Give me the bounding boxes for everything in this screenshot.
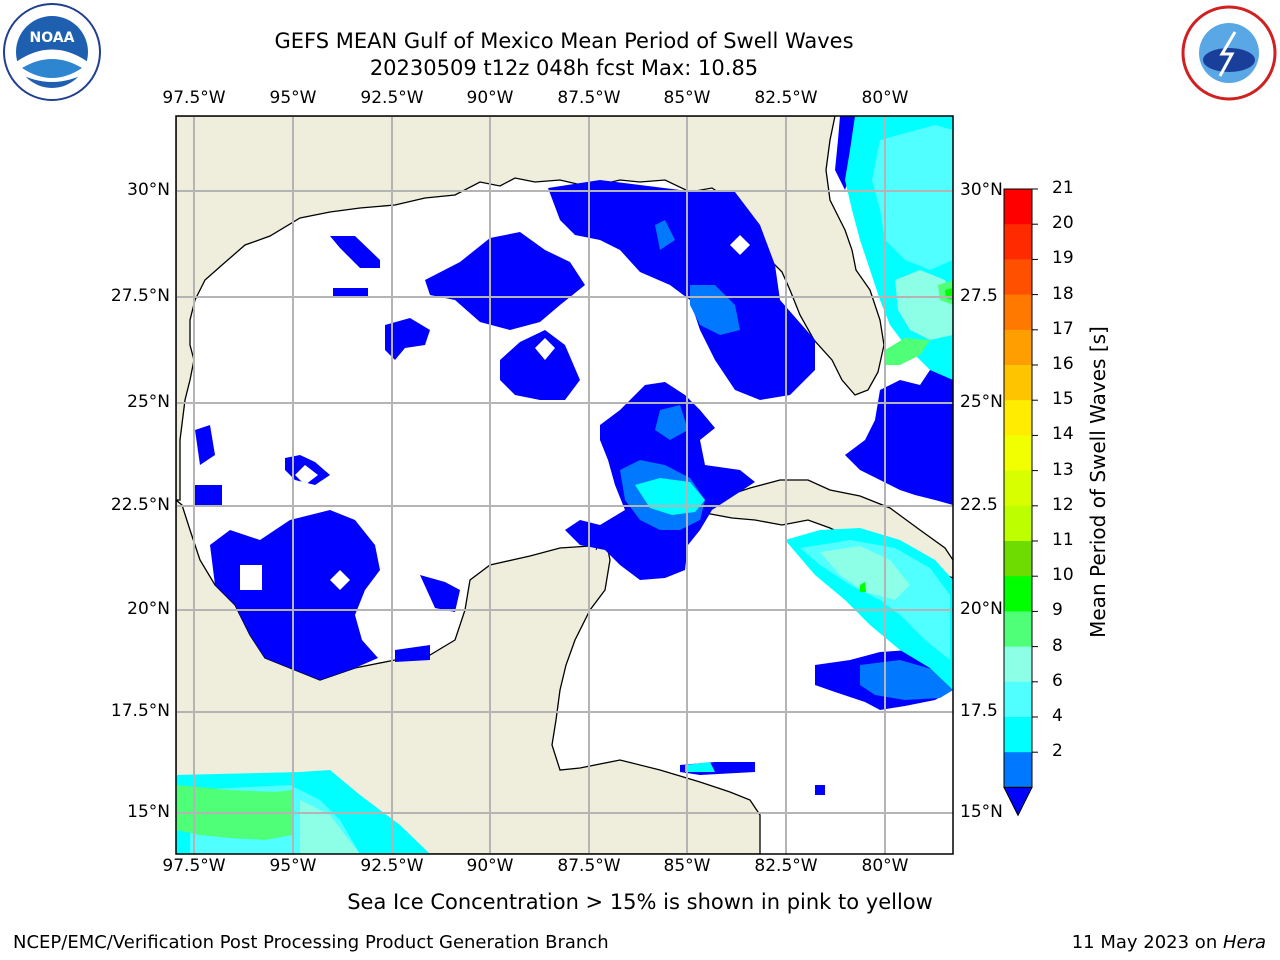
colorbar-tick-label: 6: [1052, 670, 1063, 691]
colorbar-tick-label: 10: [1052, 565, 1074, 586]
colorbar-under-arrow: [1003, 786, 1033, 817]
lon-label-top: 90°W: [466, 88, 514, 108]
colorbar-tick-label: 18: [1052, 283, 1074, 304]
colorbar-tick-label: 13: [1052, 459, 1074, 480]
colorbar-tick-label: 15: [1052, 389, 1074, 410]
lat-label-left: 20°N: [127, 599, 170, 619]
colorbar-tick-label: 17: [1052, 318, 1074, 339]
colorbar-swatch: [1004, 646, 1032, 683]
lon-label-bottom: 85°W: [663, 856, 711, 876]
lon-label-bottom: 97.5°W: [162, 856, 226, 876]
colorbar-tick-label: 2: [1052, 741, 1063, 762]
map-subtitle: 20230509 t12z 048h fcst Max: 10.85: [369, 56, 759, 80]
lat-label-left: 15°N: [127, 802, 170, 822]
lon-label-bottom: 87.5°W: [557, 856, 621, 876]
map-title: GEFS MEAN Gulf of Mexico Mean Period of …: [274, 29, 854, 53]
colorbar-swatch: [1004, 752, 1032, 788]
lat-label-right: 22.5: [960, 495, 998, 515]
lat-label-left: 22.5°N: [110, 495, 170, 515]
colorbar-tick-label: 21: [1052, 178, 1074, 198]
host-name: Hera: [1222, 932, 1266, 953]
colorbar-frame: [1003, 188, 1033, 788]
colorbar-tick-label: 16: [1052, 354, 1074, 374]
lon-label-top: 87.5°W: [557, 88, 621, 108]
lat-label-left: 17.5°N: [110, 701, 170, 721]
colorbar-swatch: [1004, 505, 1032, 542]
colorbar-swatch: [1004, 717, 1032, 753]
colorbar-swatch: [1004, 365, 1032, 401]
colorbar-swatch: [1004, 576, 1032, 612]
map-body: [176, 116, 953, 854]
swell-under-regions: [195, 116, 953, 795]
lat-label-right: 20°N: [960, 599, 1003, 619]
colorbar-swatch: [1004, 329, 1032, 366]
lon-label-top: 82.5°W: [754, 88, 818, 108]
colorbar-swatch: [1004, 224, 1032, 260]
noaa-logo-text: NOAA: [30, 30, 75, 46]
colorbar-swatch: [1004, 681, 1032, 718]
lon-label-top: 95°W: [269, 88, 317, 108]
calm-holes: [240, 235, 750, 590]
lon-label-bottom: 92.5°W: [360, 856, 424, 876]
lon-label-top: 85°W: [663, 88, 711, 108]
colorbar-tick-label: 8: [1052, 635, 1063, 656]
colorbar-tick-label: 12: [1052, 494, 1074, 515]
lon-label-bottom: 95°W: [269, 856, 317, 876]
noaa-logo: NOAA: [2, 2, 102, 102]
run-date-text: 11 May 2023 on: [1071, 932, 1223, 953]
run-date: 11 May 2023 on Hera: [1072, 932, 1266, 953]
land-cuba: [698, 479, 953, 579]
colorbar-swatch: [1004, 189, 1032, 225]
lon-label-bottom: 82.5°W: [754, 856, 818, 876]
nws-logo: [1180, 4, 1278, 102]
lat-label-right: 15°N: [960, 802, 1003, 822]
credit-text: NCEP/EMC/Verification Post Processing Pr…: [13, 932, 609, 953]
lat-label-right: 17.5: [960, 701, 998, 721]
map-frame: [175, 115, 954, 855]
colorbar-swatch: [1004, 541, 1032, 577]
lat-label-left: 30°N: [127, 180, 170, 200]
colorbar-tick-label: 14: [1052, 424, 1074, 445]
lat-label-left: 27.5°N: [110, 286, 170, 306]
colorbar-title: Mean Period of Swell Waves [s]: [1086, 326, 1110, 638]
colorbar-tick-label: 20: [1052, 213, 1074, 234]
lat-label-right: 25°N: [960, 392, 1003, 412]
lon-label-bottom: 80°W: [861, 856, 909, 876]
colorbar-swatch: [1004, 611, 1032, 648]
colorbar-tick-label: 9: [1052, 600, 1063, 621]
sea-ice-note: Sea Ice Concentration > 15% is shown in …: [347, 890, 933, 914]
colorbar-swatch: [1004, 435, 1032, 472]
colorbar-swatch: [1004, 400, 1032, 436]
lat-label-left: 25°N: [127, 392, 170, 412]
colorbar-swatch: [1004, 259, 1032, 296]
lat-label-right: 27.5: [960, 286, 998, 306]
lon-label-top: 80°W: [861, 88, 909, 108]
colorbar-tick-label: 11: [1052, 530, 1074, 550]
lon-label-top: 92.5°W: [360, 88, 424, 108]
graticule: [176, 116, 953, 854]
lon-label-bottom: 90°W: [466, 856, 514, 876]
colorbar-swatch: [1004, 294, 1032, 331]
colorbar-tick-label: 19: [1052, 248, 1074, 269]
colorbar: [1003, 188, 1038, 817]
colorbar-swatch: [1004, 470, 1032, 507]
colorbar-tick-label: 4: [1052, 706, 1063, 726]
lon-label-top: 97.5°W: [162, 88, 226, 108]
lat-label-right: 30°N: [960, 180, 1003, 200]
